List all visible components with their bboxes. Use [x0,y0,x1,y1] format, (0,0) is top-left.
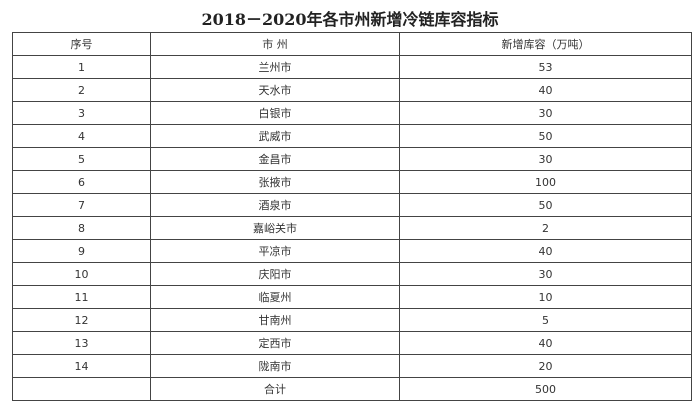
table-row: 13 定西市 40 [12,331,692,355]
capacity-cell: 40 [399,239,692,263]
table-row: 8 嘉峪关市 2 [12,216,692,240]
city-cell: 市 州 [150,32,400,56]
capacity-cell: 30 [399,101,692,125]
index-cell: 8 [12,216,151,240]
index-cell: 4 [12,124,151,148]
capacity-cell: 100 [399,170,692,194]
capacity-cell: 40 [399,331,692,355]
city-cell: 甘南州 [150,308,400,332]
table-row: 4 武威市 50 [12,124,692,148]
city-cell: 张掖市 [150,170,400,194]
index-cell: 11 [12,285,151,309]
table-row: 14 陇南市 20 [12,354,692,378]
index-cell: 5 [12,147,151,171]
index-cell [12,377,151,401]
capacity-table: 序号市 州新增库容（万吨） 1 兰州市 53 2 天水市 40 3 白银市 30 4 武威市 50 5 金昌… [12,32,692,401]
city-cell: 陇南市 [150,354,400,378]
capacity-cell: 30 [399,262,692,286]
index-cell: 6 [12,170,151,194]
city-cell: 武威市 [150,124,400,148]
index-cell: 10 [12,262,151,286]
city-cell: 天水市 [150,78,400,102]
capacity-cell: 50 [399,193,692,217]
capacity-cell: 20 [399,354,692,378]
table-row: 10 庆阳市 30 [12,262,692,286]
capacity-cell: 40 [399,78,692,102]
table-row: 6 张掖市 100 [12,170,692,194]
capacity-cell: 53 [399,55,692,79]
index-cell: 12 [12,308,151,332]
capacity-cell: 2 [399,216,692,240]
index-cell: 2 [12,78,151,102]
city-cell: 庆阳市 [150,262,400,286]
index-cell: 3 [12,101,151,125]
table-row: 12 甘南州 5 [12,308,692,332]
table-row: 9 平凉市 40 [12,239,692,263]
capacity-cell: 10 [399,285,692,309]
index-cell: 序号 [12,32,151,56]
city-cell: 临夏州 [150,285,400,309]
capacity-cell: 30 [399,147,692,171]
index-cell: 1 [12,55,151,79]
city-cell: 兰州市 [150,55,400,79]
city-cell: 定西市 [150,331,400,355]
page-title: 2018－2020年各市州新增冷链库容指标 [201,10,499,29]
table-row: 3 白银市 30 [12,101,692,125]
city-cell: 酒泉市 [150,193,400,217]
capacity-cell: 500 [399,377,692,401]
table-row: 5 金昌市 30 [12,147,692,171]
index-cell: 14 [12,354,151,378]
table-row: 1 兰州市 53 [12,55,692,79]
capacity-cell: 50 [399,124,692,148]
table-row: 11 临夏州 10 [12,285,692,309]
header-row: 序号市 州新增库容（万吨） [12,32,692,56]
table-row: 2 天水市 40 [12,78,692,102]
index-cell: 9 [12,239,151,263]
city-cell: 平凉市 [150,239,400,263]
capacity-cell: 5 [399,308,692,332]
city-cell: 嘉峪关市 [150,216,400,240]
table-row: 7 酒泉市 50 [12,193,692,217]
table-row: 合计 500 [12,377,692,401]
city-cell: 合计 [150,377,400,401]
city-cell: 金昌市 [150,147,400,171]
index-cell: 7 [12,193,151,217]
capacity-cell: 新增库容（万吨） [399,32,692,56]
city-cell: 白银市 [150,101,400,125]
index-cell: 13 [12,331,151,355]
